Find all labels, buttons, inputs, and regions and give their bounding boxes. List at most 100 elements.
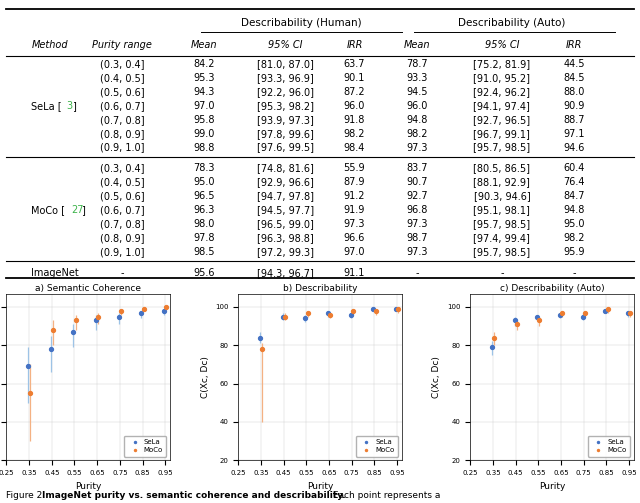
Text: [81.0, 87.0]: [81.0, 87.0]: [257, 59, 314, 69]
Text: [74.8, 81.6]: [74.8, 81.6]: [257, 163, 314, 174]
Text: 94.3: 94.3: [193, 87, 214, 97]
Text: [97.6, 99.5]: [97.6, 99.5]: [257, 142, 314, 152]
Text: Purity range: Purity range: [93, 40, 152, 50]
Text: 94.6: 94.6: [563, 142, 585, 152]
Text: 98.7: 98.7: [406, 233, 428, 243]
Text: -: -: [500, 268, 504, 278]
Text: ]: ]: [81, 205, 85, 215]
Legend: SeLa, MoCo: SeLa, MoCo: [588, 436, 630, 457]
Text: 90.7: 90.7: [406, 178, 428, 187]
Text: 97.3: 97.3: [406, 219, 428, 229]
Text: Describability (Human): Describability (Human): [241, 18, 362, 28]
Text: 95% CI: 95% CI: [268, 40, 303, 50]
Text: 91.2: 91.2: [344, 191, 365, 201]
Text: (0.5, 0.6]: (0.5, 0.6]: [100, 191, 145, 201]
Text: (0.8, 0.9]: (0.8, 0.9]: [100, 129, 145, 139]
Text: [94.3, 96.7]: [94.3, 96.7]: [257, 268, 314, 278]
Text: 97.1: 97.1: [563, 129, 585, 139]
Text: [90.3, 94.6]: [90.3, 94.6]: [474, 191, 531, 201]
Text: 95.8: 95.8: [193, 115, 214, 125]
Text: [92.4, 96.2]: [92.4, 96.2]: [474, 87, 531, 97]
Title: c) Describability (Auto): c) Describability (Auto): [500, 284, 604, 293]
Text: 97.0: 97.0: [193, 101, 214, 111]
Text: Mean: Mean: [404, 40, 431, 50]
Text: Describability (Auto): Describability (Auto): [458, 18, 565, 28]
Text: [92.9, 96.6]: [92.9, 96.6]: [257, 178, 314, 187]
Text: 97.3: 97.3: [406, 247, 428, 257]
Text: [80.5, 86.5]: [80.5, 86.5]: [474, 163, 531, 174]
Text: 98.4: 98.4: [344, 142, 365, 152]
Text: 91.8: 91.8: [344, 115, 365, 125]
Text: 83.7: 83.7: [406, 163, 428, 174]
Text: [95.7, 98.5]: [95.7, 98.5]: [474, 219, 531, 229]
Text: [96.7, 99.1]: [96.7, 99.1]: [474, 129, 531, 139]
Text: (0.7, 0.8]: (0.7, 0.8]: [100, 219, 145, 229]
Text: -: -: [121, 268, 124, 278]
Text: 92.7: 92.7: [406, 191, 428, 201]
Text: [95.3, 98.2]: [95.3, 98.2]: [257, 101, 314, 111]
X-axis label: Purity: Purity: [307, 481, 333, 490]
Text: ]: ]: [72, 101, 76, 111]
Text: Each point represents a: Each point represents a: [330, 491, 440, 500]
Text: ImageNet purity vs. semantic coherence and describability.: ImageNet purity vs. semantic coherence a…: [42, 491, 345, 500]
Text: 88.0: 88.0: [563, 87, 585, 97]
Text: 91.9: 91.9: [344, 205, 365, 215]
X-axis label: Purity: Purity: [75, 481, 101, 490]
Text: 84.5: 84.5: [563, 73, 585, 83]
Text: 96.3: 96.3: [193, 205, 214, 215]
Text: 84.2: 84.2: [193, 59, 214, 69]
Text: (0.3, 0.4]: (0.3, 0.4]: [100, 59, 145, 69]
Text: Method: Method: [31, 40, 68, 50]
Text: (0.8, 0.9]: (0.8, 0.9]: [100, 233, 145, 243]
Text: [97.4, 99.4]: [97.4, 99.4]: [474, 233, 531, 243]
Text: 76.4: 76.4: [563, 178, 585, 187]
Title: a) Semantic Coherence: a) Semantic Coherence: [35, 284, 141, 293]
Text: 93.3: 93.3: [406, 73, 428, 83]
Text: [93.3, 96.9]: [93.3, 96.9]: [257, 73, 314, 83]
Text: [75.2, 81.9]: [75.2, 81.9]: [474, 59, 531, 69]
Text: 95.6: 95.6: [193, 268, 214, 278]
Text: 78.7: 78.7: [406, 59, 428, 69]
Text: 98.8: 98.8: [193, 142, 214, 152]
Title: b) Describability: b) Describability: [283, 284, 357, 293]
Text: 95.0: 95.0: [563, 219, 585, 229]
Text: (0.6, 0.7]: (0.6, 0.7]: [100, 205, 145, 215]
Text: 98.0: 98.0: [193, 219, 214, 229]
Text: (0.4, 0.5]: (0.4, 0.5]: [100, 178, 145, 187]
Text: 96.6: 96.6: [344, 233, 365, 243]
Text: 94.8: 94.8: [406, 115, 428, 125]
Text: 94.5: 94.5: [406, 87, 428, 97]
Text: [93.9, 97.3]: [93.9, 97.3]: [257, 115, 314, 125]
Text: (0.4, 0.5]: (0.4, 0.5]: [100, 73, 145, 83]
Text: 3: 3: [66, 101, 72, 111]
Text: 94.8: 94.8: [563, 205, 585, 215]
Text: 96.0: 96.0: [344, 101, 365, 111]
Text: 97.3: 97.3: [344, 219, 365, 229]
Text: 44.5: 44.5: [563, 59, 585, 69]
Text: 98.2: 98.2: [563, 233, 585, 243]
Text: [88.1, 92.9]: [88.1, 92.9]: [474, 178, 531, 187]
Text: [92.2, 96.0]: [92.2, 96.0]: [257, 87, 314, 97]
Text: 88.7: 88.7: [563, 115, 585, 125]
X-axis label: Purity: Purity: [539, 481, 565, 490]
Text: 78.3: 78.3: [193, 163, 214, 174]
Text: (0.5, 0.6]: (0.5, 0.6]: [100, 87, 145, 97]
Text: 95.9: 95.9: [563, 247, 585, 257]
Text: IRR: IRR: [566, 40, 582, 50]
Text: [97.8, 99.6]: [97.8, 99.6]: [257, 129, 314, 139]
Text: 98.2: 98.2: [344, 129, 365, 139]
Text: [96.5, 99.0]: [96.5, 99.0]: [257, 219, 314, 229]
Legend: SeLa, MoCo: SeLa, MoCo: [124, 436, 166, 457]
Text: 91.1: 91.1: [344, 268, 365, 278]
Text: 87.9: 87.9: [344, 178, 365, 187]
Text: [96.3, 98.8]: [96.3, 98.8]: [257, 233, 314, 243]
Text: 95% CI: 95% CI: [484, 40, 519, 50]
Legend: SeLa, MoCo: SeLa, MoCo: [356, 436, 398, 457]
Text: (0.9, 1.0]: (0.9, 1.0]: [100, 247, 145, 257]
Text: Mean: Mean: [191, 40, 217, 50]
Text: 90.1: 90.1: [344, 73, 365, 83]
Text: [94.1, 97.4]: [94.1, 97.4]: [474, 101, 531, 111]
Text: 96.0: 96.0: [406, 101, 428, 111]
Text: [94.5, 97.7]: [94.5, 97.7]: [257, 205, 314, 215]
Text: [95.1, 98.1]: [95.1, 98.1]: [474, 205, 531, 215]
